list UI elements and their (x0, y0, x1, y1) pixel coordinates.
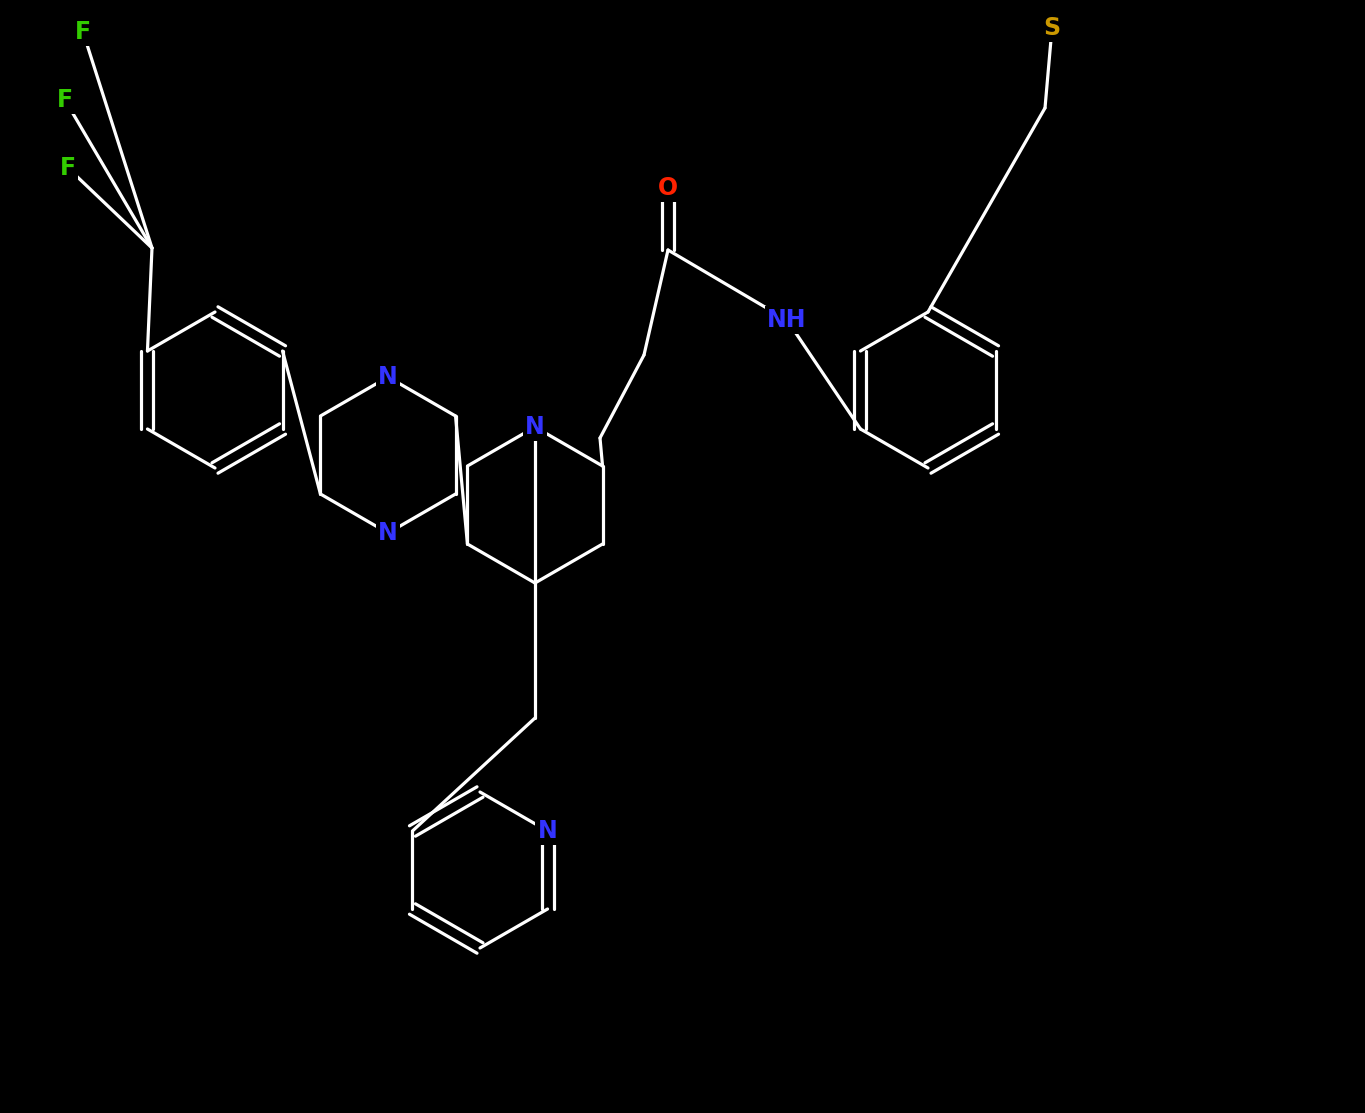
Text: F: F (60, 156, 76, 180)
Text: N: N (538, 819, 557, 843)
Text: N: N (378, 365, 397, 390)
Text: S: S (1043, 16, 1061, 40)
Text: F: F (75, 20, 91, 45)
Text: NH: NH (767, 308, 807, 332)
Text: O: O (658, 176, 678, 200)
Text: N: N (378, 521, 397, 545)
Text: N: N (526, 415, 545, 439)
Text: F: F (57, 88, 74, 112)
